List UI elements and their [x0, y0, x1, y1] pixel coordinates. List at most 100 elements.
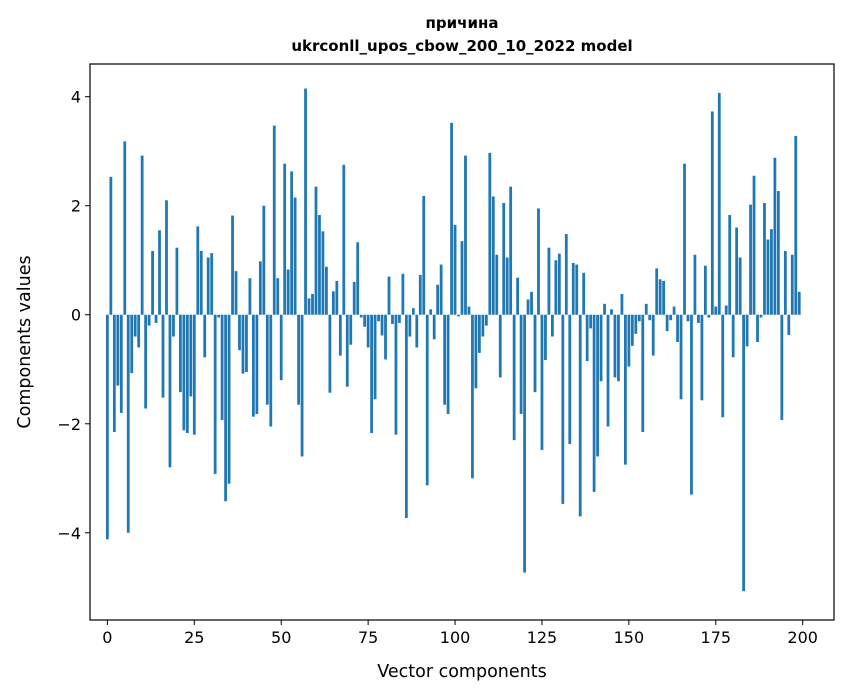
bar [418, 274, 422, 315]
chart-title: причина [426, 14, 499, 32]
bar [391, 314, 394, 325]
bar [655, 268, 659, 315]
bar [116, 314, 120, 386]
bar [735, 227, 739, 315]
bar [231, 215, 234, 315]
bar [158, 230, 161, 315]
bar [345, 314, 349, 387]
bar [794, 135, 798, 315]
bar [738, 257, 742, 315]
bar [321, 231, 325, 315]
ticks-group: 0 25 50 75 100 125 150 175 200 −4 −2 0 2 4 [57, 88, 818, 647]
bar [432, 314, 436, 340]
bar [199, 250, 203, 315]
bar [140, 155, 144, 315]
bar [617, 314, 620, 382]
bar [533, 314, 537, 393]
bar [610, 309, 613, 315]
bar [366, 314, 370, 348]
x-tick-label: 200 [787, 628, 818, 647]
bar [276, 278, 280, 315]
bar [742, 314, 745, 592]
y-tick-label: −4 [57, 524, 81, 543]
bar [516, 277, 520, 315]
bar [523, 314, 526, 573]
bar [443, 314, 447, 405]
x-tick-label: 25 [184, 628, 204, 647]
bar [318, 214, 321, 315]
bar [551, 314, 554, 337]
bar [213, 314, 217, 474]
bar [575, 264, 579, 315]
bar [238, 314, 241, 351]
bar [679, 314, 683, 400]
bar [356, 242, 360, 315]
bar [707, 314, 711, 318]
bar [693, 254, 697, 315]
bar [182, 314, 186, 431]
bar [502, 203, 506, 315]
bar [484, 314, 488, 326]
bar [161, 314, 165, 398]
bar [526, 299, 530, 315]
bar [477, 314, 481, 353]
bar [206, 257, 210, 315]
bar [686, 314, 690, 322]
bar [731, 314, 735, 358]
bar [283, 163, 287, 315]
bar [272, 125, 276, 315]
x-tick-label: 50 [271, 628, 291, 647]
bar [297, 314, 300, 405]
bar [262, 205, 266, 315]
bar [408, 314, 412, 337]
bar [450, 122, 453, 315]
bar [227, 314, 231, 484]
bar [144, 314, 148, 409]
bar [613, 314, 617, 378]
bar [189, 314, 193, 397]
bar [749, 204, 752, 315]
bar [241, 314, 245, 374]
bar [700, 314, 704, 401]
chart-subtitle: ukrconll_upos_cbow_200_10_2022 model [291, 37, 632, 55]
bar [728, 214, 732, 315]
bar [766, 239, 770, 315]
bar [776, 191, 780, 315]
bar [672, 306, 676, 315]
bar [561, 314, 565, 504]
bar [585, 314, 589, 362]
bar [669, 314, 672, 321]
bar [509, 186, 513, 315]
bar [147, 314, 151, 326]
bar [599, 314, 603, 382]
bar [185, 314, 189, 434]
bar [547, 247, 551, 315]
bar [498, 314, 502, 378]
bar [179, 314, 182, 393]
bar [780, 314, 784, 420]
y-tick-label: 4 [71, 88, 81, 107]
bar [394, 314, 398, 435]
bar [154, 314, 158, 323]
bar [359, 314, 363, 318]
bar [304, 88, 307, 315]
bar [519, 314, 523, 414]
bar [210, 253, 214, 315]
bar [130, 314, 134, 374]
bar [429, 309, 433, 315]
x-tick-label: 150 [614, 628, 645, 647]
bar [363, 314, 367, 327]
bar [137, 314, 141, 348]
bar [592, 314, 596, 492]
bar [544, 314, 547, 360]
bar [290, 171, 294, 315]
bar [401, 273, 405, 315]
bar [252, 314, 255, 417]
bar [168, 314, 172, 468]
bar [648, 314, 652, 321]
bar [557, 253, 561, 315]
bar [512, 314, 516, 441]
bar [373, 314, 377, 400]
